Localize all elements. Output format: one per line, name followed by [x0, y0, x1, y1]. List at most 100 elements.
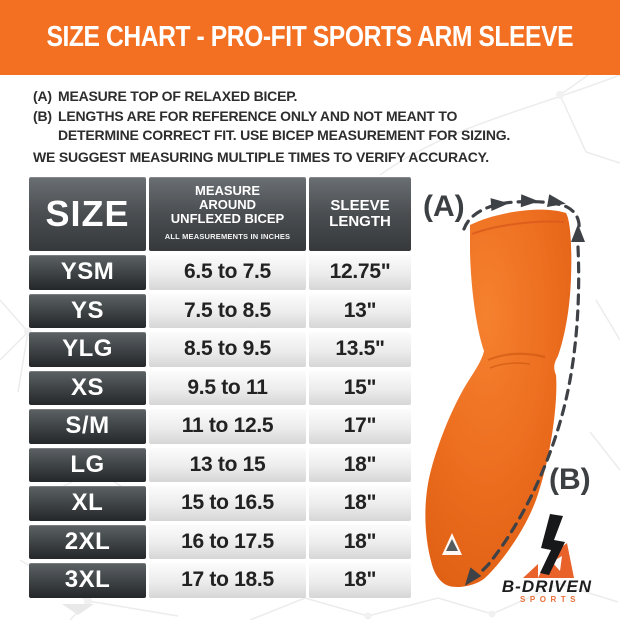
bicep-cell-label: 6.5 to 7.5	[184, 260, 271, 284]
page-title: SIZE CHART - PRO-FIT SPORTS ARM SLEEVE	[46, 21, 574, 53]
bicep-cell: 9.5 to 11	[149, 370, 306, 405]
header-bicep-line2: AROUND	[198, 197, 257, 212]
bicep-cell: 15 to 16.5	[149, 486, 306, 521]
measurement-notes: (A) MEASURE TOP OF RELAXED BICEP. (B) LE…	[33, 87, 510, 167]
size-cell-label: S/M	[65, 412, 110, 440]
size-cell-label: LG	[70, 450, 105, 478]
size-cell-label: YSM	[60, 258, 115, 286]
size-cell-label: YS	[70, 296, 104, 324]
table-row: LG 13 to 15 18"	[29, 447, 411, 482]
bicep-cell-label: 11 to 12.5	[181, 414, 274, 438]
length-cell: 18"	[309, 447, 411, 482]
size-cell: 2XL	[29, 524, 146, 559]
note-footer-text: WE SUGGEST MEASURING MULTIPLE TIMES TO V…	[33, 148, 489, 165]
header-length-line2: LENGTH	[329, 213, 391, 230]
size-cell-label: XL	[71, 489, 104, 517]
bicep-cell-label: 7.5 to 8.5	[184, 298, 271, 322]
note-a-prefix: (A)	[33, 88, 52, 104]
table-row: 2XL 16 to 17.5 18"	[29, 524, 411, 559]
header-bicep: MEASURE AROUND UNFLEXED BICEP ALL MEASUR…	[149, 177, 306, 251]
table-row: XS 9.5 to 11 15"	[29, 370, 411, 405]
bicep-cell-label: 8.5 to 9.5	[184, 337, 271, 361]
brand-logo-icon	[523, 514, 574, 578]
bicep-cell-label: 17 to 18.5	[181, 568, 274, 592]
bicep-cell: 7.5 to 8.5	[149, 293, 306, 328]
size-cell: LG	[29, 447, 146, 482]
note-b-continued: DETERMINE CORRECT FIT. USE BICEP MEASURE…	[58, 126, 510, 146]
size-cell-label: YLG	[62, 335, 113, 363]
length-cell-label: 13.5"	[335, 337, 385, 361]
table-row: YLG 8.5 to 9.5 13.5"	[29, 332, 411, 367]
bicep-cell-label: 9.5 to 11	[187, 375, 268, 399]
length-cell-label: 18"	[343, 452, 377, 476]
sleeve-badge-icon	[442, 533, 462, 555]
measure-arrow-a	[462, 194, 581, 231]
length-cell: 18"	[309, 563, 411, 598]
header-bicep-line1: MEASURE	[194, 183, 260, 198]
size-cell: YSM	[29, 255, 146, 290]
table-header-row: SIZE MEASURE AROUND UNFLEXED BICEP ALL M…	[29, 177, 411, 251]
brand-logo-subname: SPORTS	[520, 595, 580, 604]
header-size-label: SIZE	[45, 193, 130, 234]
length-cell: 13.5"	[309, 332, 411, 367]
bicep-cell-label: 13 to 15	[189, 452, 266, 476]
size-cell: XS	[29, 370, 146, 405]
length-cell-label: 18"	[343, 529, 377, 553]
sleeve-graphic	[425, 209, 572, 587]
length-cell: 18"	[309, 486, 411, 521]
bicep-cell: 16 to 17.5	[149, 524, 306, 559]
size-cell: S/M	[29, 409, 146, 444]
note-b-prefix: (B)	[33, 107, 52, 124]
size-cell-label: 2XL	[64, 527, 111, 555]
sleeve-cuff-seam	[471, 220, 565, 235]
note-b-text-line1: LENGTHS ARE FOR REFERENCE ONLY AND NOT M…	[58, 107, 458, 124]
size-table-body: YSM 6.5 to 7.5 12.75" YS 7.5 to 8.5 13" YLG 8.5…	[29, 255, 411, 598]
size-cell: YS	[29, 293, 146, 328]
length-cell-label: 18"	[343, 491, 377, 515]
length-cell: 13"	[309, 293, 411, 328]
length-cell-label: 12.75"	[329, 260, 391, 284]
length-cell: 15"	[309, 370, 411, 405]
size-table: SIZE MEASURE AROUND UNFLEXED BICEP ALL M…	[29, 177, 411, 598]
table-row: S/M 11 to 12.5 17"	[29, 409, 411, 444]
length-cell: 12.75"	[309, 255, 411, 290]
length-cell-label: 15"	[343, 375, 377, 399]
size-cell-label: 3XL	[64, 566, 111, 594]
header-size: SIZE	[29, 177, 146, 251]
length-cell: 18"	[309, 524, 411, 559]
note-footer: WE SUGGEST MEASURING MULTIPLE TIMES TO V…	[33, 148, 510, 168]
arm-sleeve-illustration: (A) (B) B-DRIVEN SPORTS	[423, 190, 592, 604]
length-cell-label: 13"	[343, 298, 377, 322]
measure-arrow-b	[464, 224, 585, 586]
bicep-cell: 11 to 12.5	[149, 409, 306, 444]
title-banner: SIZE CHART - PRO-FIT SPORTS ARM SLEEVE	[0, 0, 620, 75]
header-bicep-subnote: ALL MEASUREMENTS IN INCHES	[164, 232, 291, 241]
header-length: SLEEVE LENGTH	[309, 177, 411, 251]
size-cell: 3XL	[29, 563, 146, 598]
size-cell: YLG	[29, 332, 146, 367]
table-row: XL 15 to 16.5 18"	[29, 486, 411, 521]
length-cell-label: 18"	[343, 568, 377, 592]
table-row: 3XL 17 to 18.5 18"	[29, 563, 411, 598]
table-row: YS 7.5 to 8.5 13"	[29, 293, 411, 328]
header-bicep-line3: UNFLEXED BICEP	[170, 211, 285, 226]
note-a-text: MEASURE TOP OF RELAXED BICEP.	[58, 88, 298, 104]
length-cell-label: 17"	[343, 414, 377, 438]
note-b: (B) LENGTHS ARE FOR REFERENCE ONLY AND N…	[33, 107, 510, 127]
length-cell: 17"	[309, 409, 411, 444]
bicep-cell: 8.5 to 9.5	[149, 332, 306, 367]
bicep-cell: 17 to 18.5	[149, 563, 306, 598]
label-b: (B)	[549, 463, 591, 496]
header-length-line1: SLEEVE	[330, 197, 390, 214]
table-row: YSM 6.5 to 7.5 12.75"	[29, 255, 411, 290]
bicep-cell: 13 to 15	[149, 447, 306, 482]
note-b-text-line2: DETERMINE CORRECT FIT. USE BICEP MEASURE…	[58, 127, 511, 143]
bicep-cell: 6.5 to 7.5	[149, 255, 306, 290]
size-cell-label: XS	[70, 373, 104, 401]
brand-logo-name: B-DRIVEN	[502, 577, 592, 596]
label-a: (A)	[423, 190, 465, 223]
bicep-cell-label: 15 to 16.5	[181, 491, 274, 515]
bicep-cell-label: 16 to 17.5	[181, 529, 274, 553]
size-cell: XL	[29, 486, 146, 521]
note-a: (A) MEASURE TOP OF RELAXED BICEP.	[33, 87, 510, 107]
